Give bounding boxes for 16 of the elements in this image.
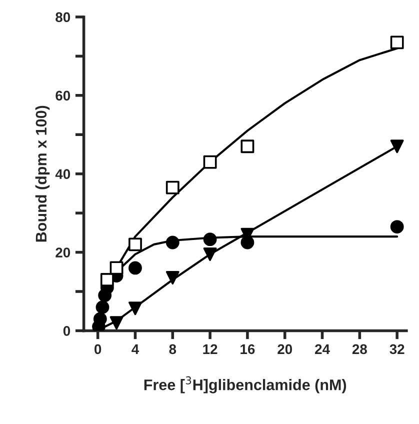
x-axis-title: Free [$^{3}$H]glibenclamide (nM) (144, 376, 346, 394)
x-tick-label: 20 (278, 344, 292, 354)
x-tick-label: 8 (169, 344, 176, 354)
x-tick-label: 4 (132, 344, 140, 354)
x-tick-label: 12 (203, 344, 218, 354)
x-tick-label: 0 (94, 344, 102, 354)
y-tick-label: 40 (55, 169, 70, 180)
x-tick-label: 32 (390, 344, 404, 354)
y-tick-label: 60 (56, 90, 70, 101)
y-tick-label: 80 (56, 12, 70, 22)
y-tick-label: 0 (63, 326, 70, 336)
x-tick-label: 24 (315, 344, 330, 354)
x-tick-label: 28 (352, 344, 367, 354)
y-axis-title: Bound (dpm x 100) (35, 106, 50, 242)
y-tick-label: 20 (56, 248, 70, 258)
x-tick-label: 16 (240, 344, 255, 354)
